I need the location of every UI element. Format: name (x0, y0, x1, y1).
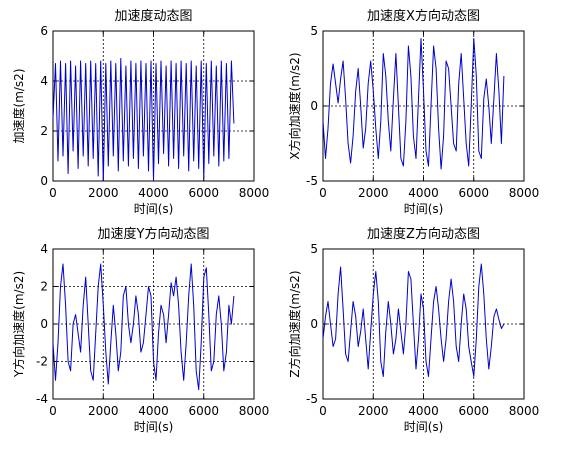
x-tick-label: 4000 (138, 186, 169, 200)
y-tick-label: 0 (40, 317, 48, 331)
x-tick-label: 2000 (88, 186, 119, 200)
y-tick-label: 0 (40, 174, 48, 188)
x-tick-label: 8000 (509, 186, 540, 200)
x-tick-label: 0 (49, 186, 57, 200)
x-axis-label: 时间(s) (134, 202, 174, 216)
y-axis-label: Z方向加速度(m/s2) (287, 270, 302, 377)
series-line (322, 263, 505, 377)
y-tick-label: 4 (40, 74, 48, 88)
x-tick-label: 4000 (408, 186, 439, 200)
y-tick-label: 6 (40, 24, 48, 38)
y-tick-label: 0 (310, 99, 318, 113)
x-axis-label: 时间(s) (404, 202, 444, 216)
series-line (52, 58, 235, 182)
x-tick-label: 6000 (458, 404, 489, 418)
series-line (322, 38, 505, 170)
y-axis-label: X方向加速度(m/s2) (287, 52, 302, 159)
y-tick-label: 0 (310, 317, 318, 331)
x-tick-label: 4000 (138, 404, 169, 418)
y-tick-label: 2 (40, 280, 48, 294)
series-line (52, 263, 235, 391)
x-tick-label: 4000 (408, 404, 439, 418)
chart-panel-2: 0 2000 4000 6000 8000-505加速度X方向动态图时间(s)X方向加速… (287, 8, 539, 216)
y-tick-label: 5 (310, 242, 318, 256)
y-tick-label: -2 (36, 355, 48, 369)
x-tick-label: 8000 (509, 404, 540, 418)
y-tick-label: 2 (40, 124, 48, 138)
y-tick-label: -4 (36, 392, 48, 406)
chart-title: 加速度Z方向动态图 (367, 226, 480, 242)
y-axis-label: 加速度(m/s2) (11, 69, 26, 144)
x-tick-label: 0 (319, 404, 327, 418)
x-tick-label: 2000 (358, 186, 389, 200)
y-tick-label: -5 (306, 392, 318, 406)
chart-panel-4: 0 2000 4000 6000 8000-505加速度Z方向动态图时间(s)Z方向加速… (287, 226, 539, 434)
x-tick-label: 6000 (188, 404, 219, 418)
y-tick-label: 4 (40, 242, 48, 256)
x-tick-label: 8000 (239, 186, 270, 200)
chart-title: 加速度动态图 (114, 8, 192, 24)
x-tick-label: 0 (319, 186, 327, 200)
y-axis-label: Y方向加速度(m/s2) (11, 271, 26, 378)
x-tick-label: 2000 (88, 404, 119, 418)
x-axis-label: 时间(s) (134, 420, 174, 434)
chart-title: 加速度X方向动态图 (367, 8, 480, 24)
y-tick-label: 5 (310, 24, 318, 38)
x-tick-label: 2000 (358, 404, 389, 418)
x-tick-label: 6000 (188, 186, 219, 200)
x-tick-label: 6000 (458, 186, 489, 200)
chart-title: 加速度Y方向动态图 (98, 226, 210, 242)
x-tick-label: 0 (49, 404, 57, 418)
y-tick-label: -5 (306, 174, 318, 188)
x-tick-label: 8000 (239, 404, 270, 418)
x-axis-label: 时间(s) (404, 420, 444, 434)
